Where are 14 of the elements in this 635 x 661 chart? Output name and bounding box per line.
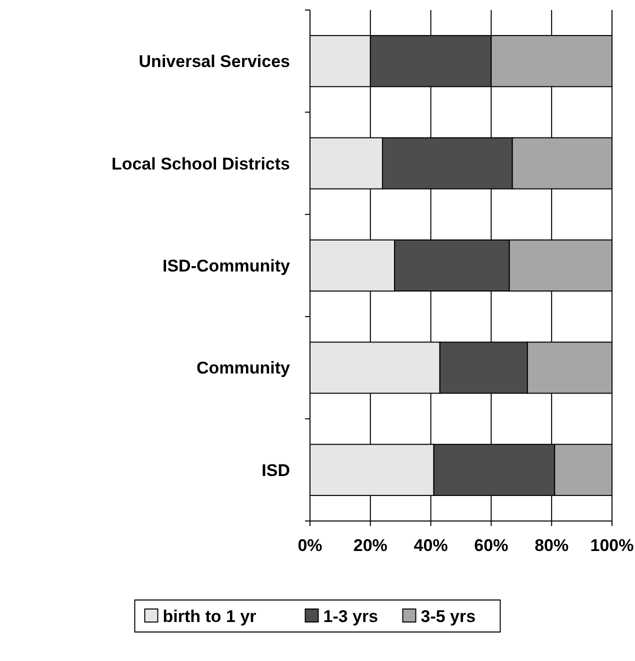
y-tick-label: Community: [196, 358, 291, 378]
x-tick-label: 100%: [590, 536, 634, 555]
x-tick-label: 0%: [298, 536, 322, 555]
x-tick-label: 80%: [534, 536, 569, 555]
legend-label: 3-5 yrs: [420, 606, 476, 626]
legend-label: birth to 1 yr: [162, 606, 257, 626]
y-tick-label: Local School Districts: [111, 154, 290, 174]
x-tick-label: 40%: [414, 536, 448, 555]
y-tick-label: Universal Services: [138, 52, 290, 72]
x-tick-label: 60%: [474, 536, 508, 555]
y-tick-label: ISD: [262, 460, 290, 480]
legend-label: 1-3 yrs: [323, 606, 378, 626]
y-tick-label: ISD-Community: [162, 256, 291, 276]
x-tick-label: 20%: [353, 536, 388, 555]
